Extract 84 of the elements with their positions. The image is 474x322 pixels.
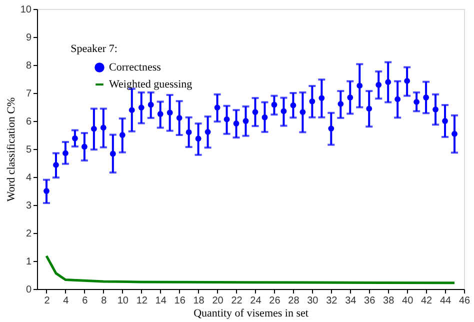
y-tick-label: 6 — [26, 116, 32, 128]
x-tick-label: 34 — [345, 296, 357, 306]
point — [72, 135, 78, 142]
point — [128, 107, 135, 114]
point — [328, 126, 334, 132]
y-tick-label: 9 — [26, 32, 32, 44]
point — [148, 102, 154, 108]
x-tick-label: 16 — [174, 296, 186, 306]
point — [366, 106, 372, 112]
x-tick-label: 38 — [383, 296, 395, 306]
point — [195, 136, 202, 142]
point — [138, 104, 144, 111]
point — [442, 118, 448, 124]
x-tick-label: 28 — [288, 296, 300, 306]
legend-label: Weighted guessing — [109, 78, 193, 90]
x-tick-label: 42 — [420, 296, 433, 306]
point — [81, 144, 88, 150]
point — [242, 118, 249, 124]
x-tick-label: 8 — [101, 296, 108, 306]
y-tick-label: 10 — [20, 4, 32, 16]
point — [62, 150, 68, 156]
x-tick-label: 12 — [136, 296, 148, 306]
point — [176, 114, 182, 121]
point — [356, 82, 363, 89]
point — [414, 99, 420, 105]
y-tick-label: 1 — [26, 256, 32, 268]
line-series — [45, 254, 456, 284]
x-tick-label: 36 — [364, 296, 376, 306]
point — [280, 108, 287, 114]
point — [347, 94, 354, 100]
point — [166, 110, 173, 116]
point — [157, 111, 164, 117]
x-tick-label: 44 — [440, 296, 452, 306]
y-tick-label: 8 — [26, 60, 32, 72]
y-tick-label: 7 — [26, 88, 32, 100]
y-tick-label: 5 — [26, 144, 32, 156]
point — [271, 102, 278, 108]
x-tick-label: 6 — [82, 296, 88, 306]
x-tick-label: 32 — [326, 296, 338, 306]
point — [252, 109, 258, 115]
point — [110, 150, 116, 157]
point — [53, 162, 59, 168]
x-tick-label: 14 — [155, 296, 167, 306]
point — [394, 96, 401, 102]
point — [224, 116, 230, 122]
x-tick-label: 46 — [458, 296, 470, 306]
point — [300, 109, 306, 115]
legend-label: Correctness — [109, 62, 161, 74]
x-tick-label: 10 — [117, 296, 129, 306]
point — [44, 188, 50, 194]
y-tick-label: 2 — [26, 228, 32, 240]
point — [214, 104, 220, 111]
point — [309, 98, 316, 104]
point — [452, 130, 458, 137]
point — [262, 114, 268, 120]
point — [186, 129, 192, 136]
point — [100, 124, 106, 131]
point — [90, 126, 97, 132]
point — [318, 95, 325, 101]
point — [338, 100, 344, 107]
text: Speaker 7: — [70, 43, 118, 55]
y-tick-label: 3 — [26, 200, 32, 212]
x-tick-label: 22 — [231, 296, 243, 306]
point — [432, 106, 438, 112]
x-tick-label: 4 — [63, 296, 70, 306]
point — [204, 128, 211, 135]
point — [376, 82, 382, 88]
y-tick-label: 0 — [26, 284, 32, 296]
x-tick-label: 26 — [269, 296, 281, 306]
x-axis-title: Quantity of visemes in set — [194, 308, 308, 320]
point — [290, 102, 296, 108]
point — [385, 79, 392, 86]
x-tick-label: 18 — [193, 296, 205, 306]
point — [233, 120, 240, 126]
y-axis-title: Word classification C% — [5, 97, 18, 202]
point — [119, 132, 126, 138]
y-tick-label: 4 — [26, 172, 32, 184]
x-tick-label: 2 — [44, 296, 50, 306]
x-tick-label: 40 — [402, 296, 414, 306]
x-tick-label: 24 — [250, 296, 262, 306]
x-tick-label: 20 — [212, 296, 224, 306]
point — [404, 78, 410, 84]
x-tick-label: 30 — [307, 296, 319, 306]
point — [423, 94, 429, 100]
